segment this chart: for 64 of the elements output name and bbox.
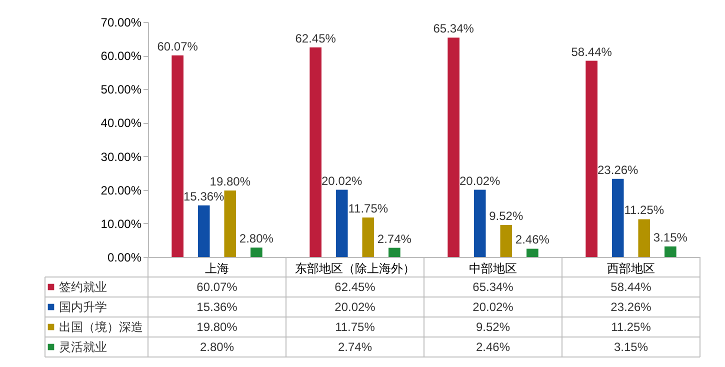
text: 2.74% — [377, 232, 412, 246]
data-label: 9.52% — [476, 320, 510, 334]
bar — [638, 219, 650, 257]
data-label: 11.75% — [335, 320, 376, 334]
bar — [388, 248, 400, 257]
data-label: 23.26% — [610, 300, 652, 314]
bar — [664, 246, 676, 257]
bar — [500, 225, 512, 257]
y-tick-label: 70.00% — [100, 16, 142, 30]
legend-label: 签约就业 — [59, 280, 107, 294]
data-label: 2.80% — [200, 340, 234, 354]
bar — [198, 205, 210, 257]
data-label: 2.74% — [338, 340, 372, 354]
text: 9.52% — [489, 209, 524, 224]
bar — [474, 190, 486, 257]
data-label: 20.02% — [472, 300, 514, 314]
data-label: 2.46% — [476, 340, 510, 354]
x-tick-label: 西部地区 — [607, 262, 655, 276]
bar — [250, 248, 262, 257]
y-tick-label: 50.00% — [100, 82, 142, 97]
text: 60.07% — [157, 39, 198, 54]
bar — [526, 248, 538, 257]
text: 11.75% — [348, 202, 388, 216]
text: 65.34% — [433, 22, 474, 36]
x-tick-label: 上海 — [205, 262, 229, 276]
x-tick-label: 东部地区（除上海外） — [295, 262, 415, 276]
data-label: 11.25% — [611, 320, 652, 334]
text: 19.80% — [210, 174, 250, 189]
text: 20.02% — [322, 174, 362, 188]
text: 11.25% — [624, 203, 664, 218]
y-tick-label: 60.00% — [100, 49, 142, 64]
bar — [224, 190, 236, 257]
bar — [172, 55, 184, 257]
x-tick-label: 中部地区 — [469, 262, 517, 276]
data-label: 20.02% — [334, 300, 376, 314]
y-tick-label: 30.00% — [100, 150, 142, 164]
y-tick-label: 20.00% — [100, 183, 142, 198]
legend-label: 出国（境）深造 — [59, 320, 143, 334]
data-label: 15.36% — [196, 300, 238, 314]
bar — [586, 60, 598, 257]
bar — [310, 47, 322, 257]
text: 62.45% — [295, 31, 336, 46]
bar — [362, 218, 374, 257]
y-tick-label: 0.00% — [107, 250, 142, 264]
text: 15.36% — [184, 189, 224, 204]
data-label: 65.34% — [472, 280, 514, 294]
y-tick-label: 40.00% — [100, 116, 142, 130]
bar — [336, 190, 348, 257]
text: 20.02% — [460, 174, 500, 188]
data-label: 60.07% — [196, 280, 238, 294]
data-label: 19.80% — [196, 320, 238, 334]
legend-label: 国内升学 — [59, 300, 107, 314]
text: 2.80% — [239, 232, 274, 246]
text: 23.26% — [598, 162, 638, 177]
bar — [448, 38, 460, 257]
legend-label: 灵活就业 — [59, 340, 107, 354]
text: 3.15% — [653, 230, 688, 244]
text: 58.44% — [571, 44, 612, 59]
y-tick-label: 10.00% — [100, 216, 142, 231]
data-label: 58.44% — [610, 280, 652, 294]
data-label: 62.45% — [334, 280, 376, 294]
bar — [612, 178, 624, 257]
text: 2.46% — [515, 232, 550, 247]
data-label: 3.15% — [614, 340, 648, 354]
